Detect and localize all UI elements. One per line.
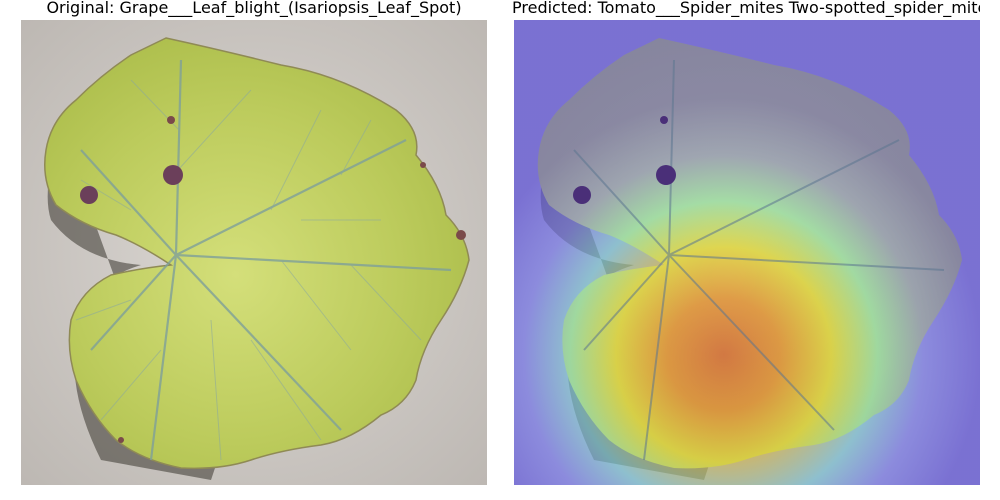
predicted-title: Predicted: Tomato___Spider_mites Two-spo… <box>512 0 980 17</box>
heatmap-overlay <box>514 20 980 485</box>
original-title: Original: Grape___Leaf_blight_(Isariopsi… <box>46 0 462 17</box>
gradcam-image <box>514 20 980 485</box>
leaf-photo <box>21 20 487 485</box>
original-image <box>21 20 487 485</box>
